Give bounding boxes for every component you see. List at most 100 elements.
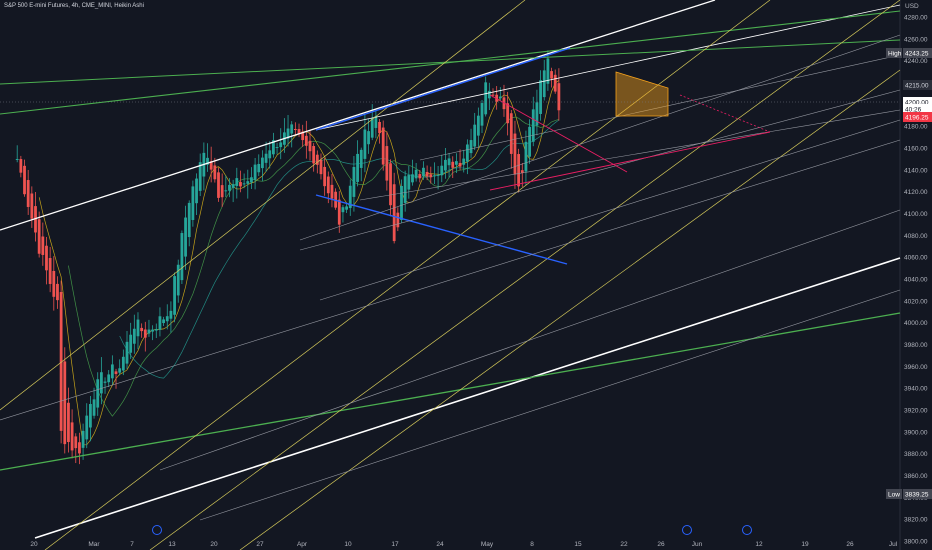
candle[interactable] — [323, 167, 326, 186]
candle[interactable] — [331, 185, 334, 199]
candle[interactable] — [52, 271, 55, 297]
candle[interactable] — [279, 142, 282, 147]
candle[interactable] — [118, 368, 121, 372]
candle[interactable] — [41, 237, 44, 255]
white-trendline[interactable] — [0, 0, 715, 230]
candle[interactable] — [418, 174, 421, 178]
candle[interactable] — [371, 118, 374, 137]
candle[interactable] — [557, 83, 560, 110]
candles-layer[interactable] — [16, 50, 560, 464]
candle[interactable] — [404, 176, 407, 203]
candle[interactable] — [554, 75, 557, 92]
candle[interactable] — [144, 330, 147, 338]
candle[interactable] — [488, 91, 491, 98]
candle[interactable] — [159, 316, 162, 330]
candle[interactable] — [528, 127, 531, 157]
candle[interactable] — [93, 399, 96, 415]
candle[interactable] — [342, 207, 345, 212]
candle[interactable] — [166, 316, 169, 321]
candle[interactable] — [115, 371, 118, 374]
candle[interactable] — [191, 186, 194, 220]
yellow-channel-line[interactable] — [150, 0, 900, 550]
candle[interactable] — [122, 357, 125, 371]
candle[interactable] — [492, 95, 495, 96]
yellow-channel-line[interactable] — [240, 70, 900, 550]
candle[interactable] — [27, 180, 30, 207]
event-icon[interactable] — [153, 526, 162, 535]
white-trendline[interactable] — [35, 258, 900, 538]
candle[interactable] — [148, 330, 151, 334]
candle[interactable] — [78, 442, 81, 453]
candle[interactable] — [411, 174, 414, 182]
gray-fan-line[interactable] — [360, 110, 900, 200]
candle[interactable] — [74, 436, 77, 448]
candle[interactable] — [126, 342, 129, 364]
candle[interactable] — [393, 184, 396, 241]
candle[interactable] — [228, 185, 231, 191]
green-trendline[interactable] — [0, 40, 900, 84]
event-icon[interactable] — [683, 526, 692, 535]
candle[interactable] — [444, 160, 447, 171]
candle[interactable] — [532, 109, 535, 141]
candle[interactable] — [82, 431, 85, 448]
candle[interactable] — [462, 159, 465, 165]
candle[interactable] — [396, 213, 399, 228]
candle[interactable] — [19, 159, 22, 173]
candle[interactable] — [239, 182, 242, 186]
candle[interactable] — [104, 382, 107, 383]
price-axis[interactable]: 4280.004260.004240.004220.004200.004180.… — [904, 14, 928, 545]
candle[interactable] — [433, 175, 436, 176]
gray-fan-line[interactable] — [300, 35, 900, 240]
candle[interactable] — [345, 206, 348, 209]
candle[interactable] — [407, 175, 410, 190]
candle[interactable] — [49, 258, 52, 284]
candle[interactable] — [481, 103, 484, 126]
candle[interactable] — [276, 147, 279, 148]
candle[interactable] — [111, 364, 114, 378]
candle[interactable] — [129, 335, 132, 353]
candle[interactable] — [96, 379, 99, 407]
candle[interactable] — [170, 311, 173, 319]
pink-projection[interactable] — [680, 95, 770, 132]
candle[interactable] — [67, 403, 70, 442]
gray-fan-line[interactable] — [320, 120, 900, 300]
candle[interactable] — [23, 166, 26, 194]
candle[interactable] — [107, 374, 110, 382]
candle[interactable] — [312, 146, 315, 163]
candle[interactable] — [455, 161, 458, 165]
candle[interactable] — [506, 103, 509, 123]
candle[interactable] — [221, 185, 224, 197]
candle[interactable] — [63, 361, 66, 444]
candle[interactable] — [327, 177, 330, 194]
candle[interactable] — [71, 422, 74, 450]
gray-fan-line[interactable] — [0, 140, 900, 420]
blue-trendline[interactable] — [316, 195, 567, 264]
candle[interactable] — [517, 154, 520, 186]
orange-triangle[interactable] — [616, 72, 668, 116]
event-icons[interactable] — [153, 526, 752, 535]
candle[interactable] — [151, 330, 154, 332]
candle[interactable] — [30, 194, 33, 219]
candle[interactable] — [137, 320, 140, 337]
candle[interactable] — [459, 163, 462, 167]
candle[interactable] — [217, 172, 220, 198]
candle[interactable] — [309, 141, 312, 151]
candle[interactable] — [173, 276, 176, 315]
candle[interactable] — [294, 129, 297, 130]
candle[interactable] — [451, 162, 454, 168]
candle[interactable] — [356, 154, 359, 182]
candle[interactable] — [484, 82, 487, 114]
candle[interactable] — [429, 174, 432, 177]
candle[interactable] — [510, 113, 513, 154]
candle[interactable] — [382, 128, 385, 165]
candle[interactable] — [290, 124, 293, 133]
candle[interactable] — [213, 165, 216, 179]
candle[interactable] — [100, 372, 103, 393]
candle[interactable] — [320, 160, 323, 174]
candle[interactable] — [378, 122, 381, 133]
candle[interactable] — [499, 97, 502, 99]
drawings-layer[interactable] — [0, 0, 900, 550]
candle[interactable] — [243, 183, 246, 184]
candle[interactable] — [265, 154, 268, 163]
candle[interactable] — [415, 170, 418, 179]
